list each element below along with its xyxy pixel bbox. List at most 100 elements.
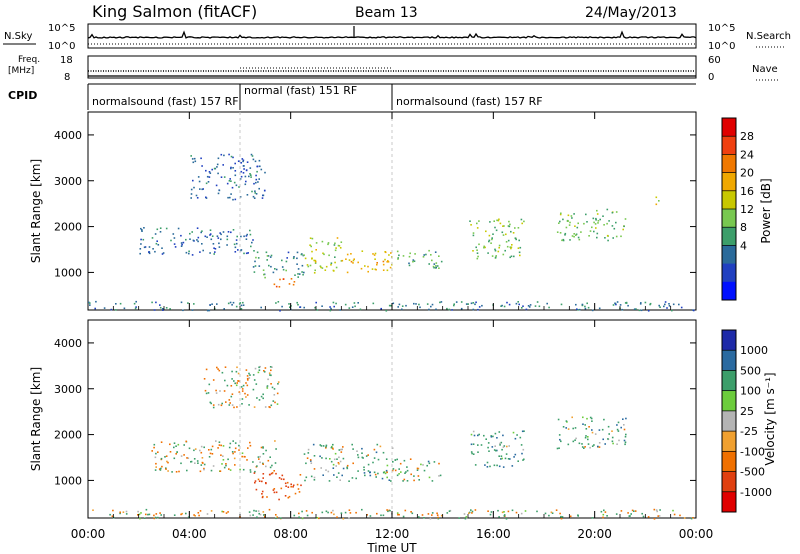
power-cell <box>229 196 231 199</box>
velocity-cell <box>188 447 191 450</box>
velocity-cell <box>238 449 240 451</box>
velocity-cell <box>657 515 659 517</box>
velocity-cell <box>325 457 327 460</box>
power-cell <box>192 161 195 164</box>
power-cell <box>141 229 143 231</box>
velocity-cell <box>257 510 260 512</box>
power-data <box>88 112 695 312</box>
power-cell <box>396 250 399 253</box>
velocity-cell <box>203 446 205 449</box>
velocity-cell <box>260 395 263 398</box>
power-cell <box>561 239 563 242</box>
power-cell <box>453 304 455 307</box>
velocity-cell <box>616 443 618 445</box>
velocity-cell <box>256 516 258 518</box>
velocity-cell <box>252 374 255 376</box>
power-cell <box>577 309 579 311</box>
velocity-cell <box>550 511 553 514</box>
velocity-cell <box>577 514 579 516</box>
power-cell <box>584 307 587 310</box>
power-cell <box>402 255 405 257</box>
velocity-cell <box>267 459 270 462</box>
power-cell <box>329 306 331 308</box>
power-cell <box>334 249 337 252</box>
velocity-cell <box>591 517 594 519</box>
velocity-cell <box>231 370 233 373</box>
velocity-cell <box>388 479 391 481</box>
velocity-cell <box>177 443 180 446</box>
power-cell <box>575 234 577 236</box>
velocity-cell <box>477 444 479 446</box>
power-cell <box>575 233 578 236</box>
power-cell <box>422 256 425 258</box>
power-cell <box>649 302 652 305</box>
velocity-data <box>92 320 694 520</box>
power-cell <box>311 257 313 259</box>
colorbar-tick-label: -1000 <box>740 486 772 499</box>
velocity-cell <box>565 427 567 429</box>
velocity-cell <box>205 392 208 395</box>
velocity-cell <box>276 403 279 405</box>
power-cell <box>334 256 336 258</box>
colorbar-swatch <box>722 190 736 210</box>
velocity-cell <box>464 517 467 520</box>
power-cell <box>390 252 392 254</box>
power-cell <box>624 302 627 304</box>
velocity-cell <box>512 431 515 434</box>
velocity-cell <box>421 514 424 516</box>
colorbar-tick-label: 12 <box>740 203 754 216</box>
nsky-tick-low: 10^0 <box>48 41 75 52</box>
velocity-cell <box>398 513 400 516</box>
power-cell <box>239 178 242 180</box>
colorbar-tick-label: 20 <box>740 167 754 180</box>
power-cell <box>173 243 176 245</box>
power-cell <box>270 254 273 257</box>
velocity-cell <box>396 458 398 461</box>
velocity-cell <box>155 462 157 465</box>
power-cell <box>382 263 385 266</box>
velocity-cell <box>346 466 348 469</box>
power-cell <box>680 306 683 309</box>
velocity-cell <box>264 406 267 408</box>
velocity-cell <box>502 466 505 468</box>
power-cell <box>559 213 562 216</box>
velocity-cell <box>524 510 527 512</box>
power-cell <box>520 218 523 221</box>
velocity-cell <box>183 444 185 446</box>
velocity-cell <box>325 445 327 448</box>
velocity-cell <box>536 510 538 513</box>
velocity-cell <box>513 456 515 458</box>
velocity-cell <box>487 442 490 444</box>
power-cell <box>211 303 213 305</box>
velocity-cell <box>148 513 151 516</box>
velocity-cell <box>477 451 479 453</box>
nsky-line <box>87 30 697 39</box>
power-cell <box>494 226 496 229</box>
power-cell <box>426 303 429 305</box>
velocity-cell <box>228 399 231 401</box>
power-cell <box>226 182 229 185</box>
velocity-cell <box>339 460 342 463</box>
power-cell <box>565 226 568 229</box>
velocity-cell <box>458 517 460 519</box>
velocity-cell <box>258 458 260 460</box>
power-cell <box>507 239 510 242</box>
velocity-cell <box>221 463 223 465</box>
velocity-cell <box>325 469 327 471</box>
velocity-cell <box>305 462 307 465</box>
velocity-cell <box>322 445 325 447</box>
power-cell <box>492 233 494 235</box>
velocity-cell <box>173 514 176 516</box>
power-cell <box>119 302 122 305</box>
velocity-cell <box>273 388 276 390</box>
velocity-cell <box>417 467 420 470</box>
velocity-cell <box>556 447 559 450</box>
power-cell <box>330 307 332 310</box>
velocity-cell <box>364 474 366 477</box>
power-cell <box>559 220 561 223</box>
velocity-cell <box>433 461 436 463</box>
power-cell <box>180 245 183 247</box>
velocity-cell <box>511 465 514 467</box>
